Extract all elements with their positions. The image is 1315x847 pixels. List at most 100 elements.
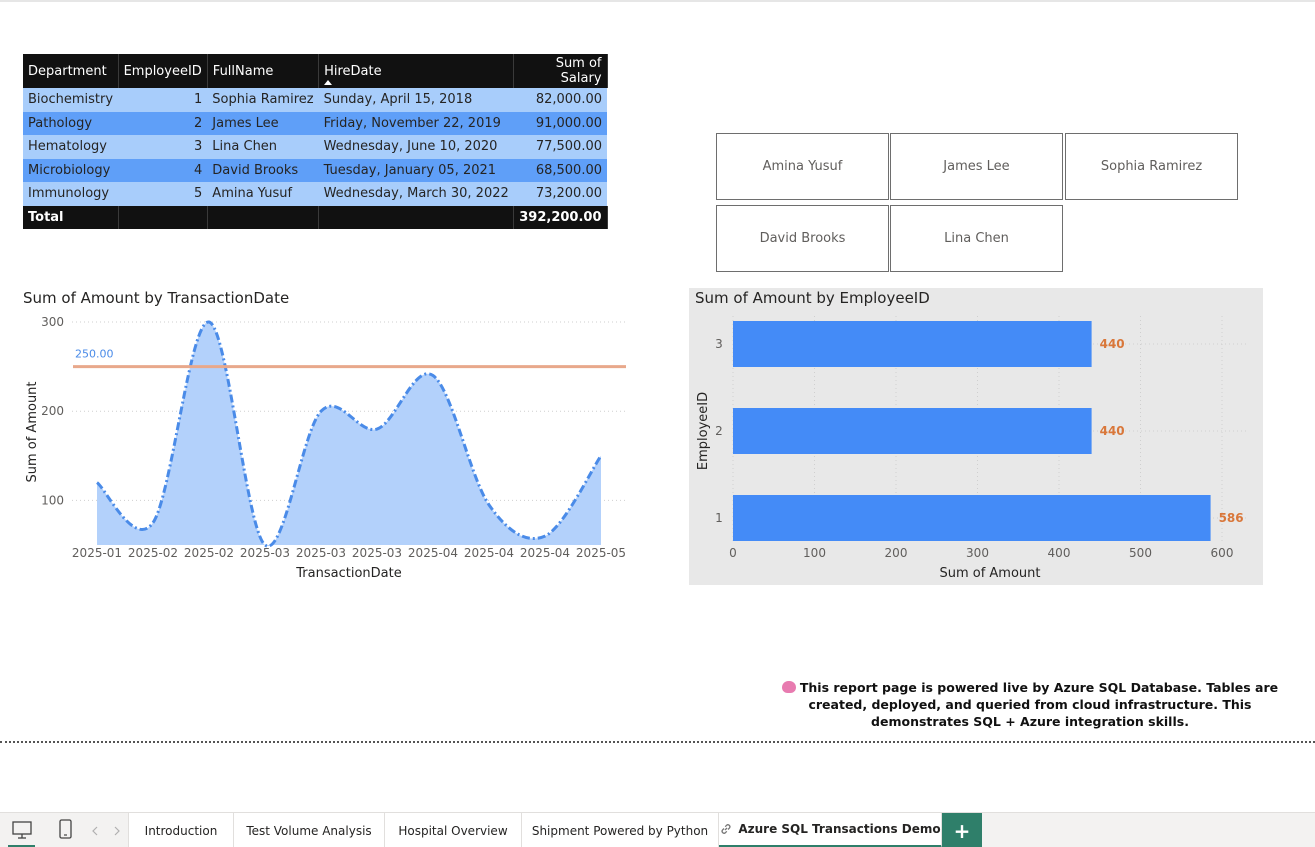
- tab-shipment-powered-by-python[interactable]: Shipment Powered by Python: [522, 813, 719, 847]
- table-row[interactable]: Pathology 2 James Lee Friday, November 2…: [23, 111, 608, 135]
- total-empty-cell: [207, 205, 320, 229]
- cell-department: Biochemistry: [23, 88, 119, 112]
- area-x-tick-label: 2025-02: [128, 546, 178, 560]
- table-total-row: Total 392,200.00: [23, 205, 608, 229]
- bar-x-axis-label: Sum of Amount: [939, 566, 1040, 581]
- bar-data-label: 586: [1219, 511, 1244, 525]
- hiredate-header-label: HireDate: [324, 63, 382, 79]
- bar-data-label: 440: [1100, 337, 1125, 351]
- brain-icon: [781, 681, 796, 693]
- area-chart-title: Sum of Amount by TransactionDate: [23, 289, 290, 307]
- cell-employeeid: 5: [118, 182, 208, 206]
- reference-line-label: 250.00: [75, 348, 114, 361]
- cell-employeeid: 4: [118, 158, 208, 182]
- slicer-tile-lina-chen[interactable]: Lina Chen: [890, 205, 1063, 272]
- azure-note: This report page is powered live by Azur…: [760, 679, 1300, 730]
- cell-salary: 77,500.00: [513, 135, 608, 159]
- slicer-tile-james-lee[interactable]: James Lee: [890, 133, 1063, 200]
- area-y-tick-label: 300: [41, 315, 64, 329]
- area-x-tick-label: 2025-04: [464, 546, 514, 560]
- bar-x-tick-label: 500: [1129, 546, 1152, 560]
- bar-chart-title: Sum of Amount by EmployeeID: [695, 289, 930, 307]
- bar-chart-panel[interactable]: Sum of Amount by EmployeeID 440 440 586 3 2…: [689, 288, 1263, 585]
- cell-hiredate: Wednesday, March 30, 2022: [318, 182, 514, 206]
- scroll-left-icon[interactable]: [90, 825, 100, 837]
- link-icon: [721, 824, 731, 834]
- cell-salary: 68,500.00: [513, 158, 608, 182]
- bar-y-tick-label: 2: [715, 424, 723, 438]
- bar-y-tick-label: 1: [715, 511, 723, 525]
- column-header-department[interactable]: Department: [23, 54, 119, 88]
- tab-hospital-overview[interactable]: Hospital Overview: [385, 813, 522, 847]
- column-header-fullname[interactable]: FullName: [207, 54, 320, 88]
- cell-employeeid: 3: [118, 135, 208, 159]
- cell-department: Immunology: [23, 182, 119, 206]
- table-header-row: Department EmployeeID FullName HireDate …: [23, 54, 608, 88]
- slicer-tile-amina-yusuf[interactable]: Amina Yusuf: [716, 133, 889, 200]
- cell-salary: 73,200.00: [513, 182, 608, 206]
- cell-employeeid: 1: [118, 88, 208, 112]
- bar-y-tick-label: 3: [715, 337, 723, 351]
- add-page-button[interactable]: +: [942, 813, 982, 847]
- cell-hiredate: Friday, November 22, 2019: [318, 111, 514, 135]
- total-label: Total: [23, 205, 119, 229]
- bar-x-tick-label: 0: [729, 546, 737, 560]
- azure-note-text: This report page is powered live by Azur…: [799, 680, 1279, 729]
- cell-fullname: Sophia Ramirez: [207, 88, 319, 112]
- column-header-sum-of-salary[interactable]: Sum of Salary: [513, 54, 608, 88]
- tab-azure-sql-transactions-demo[interactable]: Azure SQL Transactions Demo: [719, 813, 942, 847]
- tab-active-label: Azure SQL Transactions Demo: [738, 822, 941, 836]
- cell-salary: 82,000.00: [513, 88, 608, 112]
- cell-fullname: Lina Chen: [207, 135, 319, 159]
- scroll-right-icon[interactable]: [112, 825, 122, 837]
- bar-x-tick-label: 300: [966, 546, 989, 560]
- tab-test-volume-analysis[interactable]: Test Volume Analysis: [234, 813, 385, 847]
- area-fill: [97, 321, 601, 547]
- cell-department: Hematology: [23, 135, 119, 159]
- column-header-hiredate[interactable]: HireDate: [318, 54, 515, 88]
- area-x-tick-label: 2025-03: [240, 546, 290, 560]
- bar-x-tick-label: 400: [1048, 546, 1071, 560]
- desktop-view-icon[interactable]: [11, 820, 33, 840]
- area-x-tick-label: 2025-02: [184, 546, 234, 560]
- cell-department: Microbiology: [23, 158, 119, 182]
- area-x-ticks: 2025-01 2025-02 2025-02 2025-03 2025-03 2025-…: [72, 546, 626, 560]
- area-x-tick-label: 2025-03: [296, 546, 346, 560]
- desktop-view-indicator: [8, 845, 35, 847]
- total-salary: 392,200.00: [513, 205, 608, 229]
- cell-fullname: Amina Yusuf: [207, 182, 319, 206]
- total-empty-cell: [118, 205, 208, 229]
- page-separator: [0, 741, 1315, 743]
- area-x-tick-label: 2025-01: [72, 546, 122, 560]
- bar-x-ticks: 0 100 200 300 400 500 600: [729, 546, 1233, 560]
- area-x-tick-label: 2025-04: [408, 546, 458, 560]
- table-row[interactable]: Microbiology 4 David Brooks Tuesday, Jan…: [23, 158, 608, 182]
- area-y-tick-label: 100: [41, 493, 64, 507]
- sort-ascending-icon: [324, 80, 333, 85]
- table-row[interactable]: Biochemistry 1 Sophia Ramirez Sunday, Ap…: [23, 88, 608, 112]
- bar: [733, 321, 1092, 367]
- column-header-employeeid[interactable]: EmployeeID: [118, 54, 208, 88]
- slicer-tile-david-brooks[interactable]: David Brooks: [716, 205, 889, 272]
- bar: [733, 408, 1092, 454]
- table-row[interactable]: Hematology 3 Lina Chen Wednesday, June 1…: [23, 135, 608, 159]
- bar-y-ticks: 3 2 1: [715, 337, 723, 525]
- bar-chart[interactable]: 440 440 586 3 2 1 0 100 200 300 400 500 600 Sum of…: [689, 288, 1263, 585]
- bar-x-tick-label: 200: [885, 546, 908, 560]
- page-tab-bar: Introduction Test Volume Analysis Hospit…: [0, 812, 1315, 847]
- area-x-tick-label: 2025-04: [520, 546, 570, 560]
- mobile-view-icon[interactable]: [58, 818, 74, 842]
- top-border: [0, 0, 1315, 2]
- employee-table: Department EmployeeID FullName HireDate …: [23, 54, 608, 229]
- bar-x-tick-label: 100: [803, 546, 826, 560]
- table-row[interactable]: Immunology 5 Amina Yusuf Wednesday, Marc…: [23, 182, 608, 206]
- cell-department: Pathology: [23, 111, 119, 135]
- slicer-tile-sophia-ramirez[interactable]: Sophia Ramirez: [1065, 133, 1238, 200]
- bar-series: 440 440 586: [733, 321, 1244, 541]
- cell-salary: 91,000.00: [513, 111, 608, 135]
- cell-fullname: James Lee: [207, 111, 319, 135]
- tab-introduction[interactable]: Introduction: [128, 813, 234, 847]
- cell-employeeid: 2: [118, 111, 208, 135]
- bar-x-tick-label: 600: [1211, 546, 1234, 560]
